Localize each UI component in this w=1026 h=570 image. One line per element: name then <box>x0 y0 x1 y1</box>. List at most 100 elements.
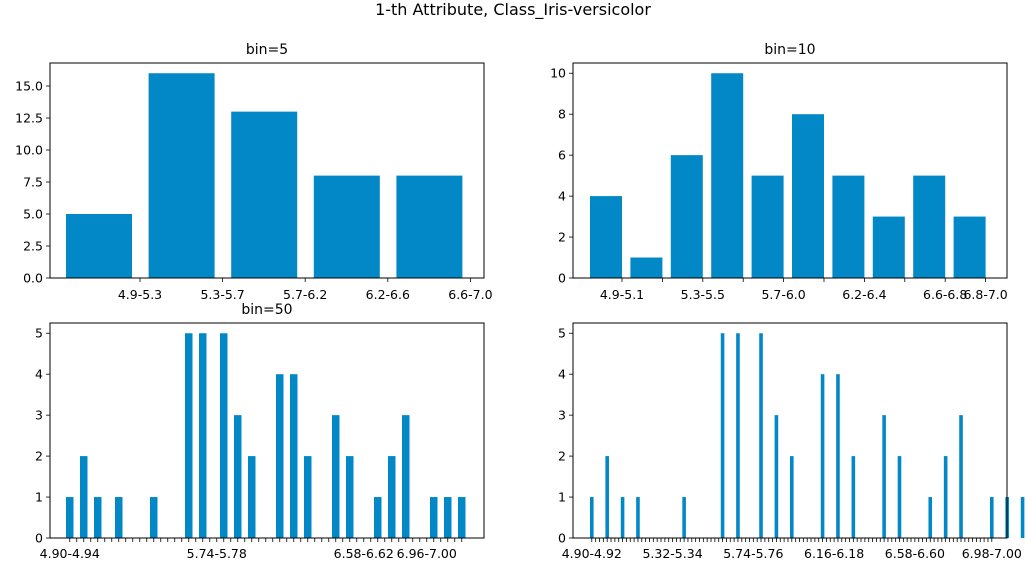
x-tick-label: 4.90-4.92 <box>562 546 622 561</box>
bar <box>332 415 340 538</box>
bar <box>276 374 284 538</box>
y-tick-label: 2.5 <box>23 239 43 254</box>
bar <box>346 456 354 538</box>
x-tick-label: 5.7-6.0 <box>761 287 805 302</box>
bar <box>990 497 994 538</box>
y-tick-label: 10 <box>550 66 566 81</box>
y-tick-label: 8 <box>558 107 566 122</box>
bar <box>897 456 902 538</box>
bar <box>590 196 622 278</box>
x-tick-label: 5.7-6.2 <box>283 287 327 302</box>
bar <box>720 333 725 538</box>
bar <box>66 214 132 278</box>
y-tick-label: 0 <box>558 531 566 546</box>
bar <box>790 456 794 538</box>
x-tick-label: 5.74-5.78 <box>187 546 247 561</box>
subplot-title: bin=10 <box>764 42 815 58</box>
bar <box>832 175 865 278</box>
bar <box>820 374 825 538</box>
subplot-2: bin=10 4.9-5.1 5.3-5.5 5.7-6.0 6.2-6.4 6.6-6.… <box>550 42 1008 302</box>
x-tick-label: 6.58-6.60 <box>885 546 945 561</box>
bar <box>402 415 410 538</box>
bar <box>630 257 663 278</box>
x-tick-label: 6.6-7.0 <box>448 287 492 302</box>
axes-frame <box>49 322 485 539</box>
y-tick-label: 0 <box>35 531 43 546</box>
y-tick-label: 4 <box>558 367 566 382</box>
bar <box>636 497 640 538</box>
x-tick-label: 6.6-6.8 <box>923 287 967 302</box>
bar <box>836 374 840 538</box>
x-tick-label: 4.9-5.1 <box>600 287 644 302</box>
subplot-title: bin=5 <box>246 42 288 58</box>
y-tick-label: 2 <box>35 449 43 464</box>
x-tick-label: 6.8-7.0 <box>963 287 1007 302</box>
bar <box>872 216 905 278</box>
subplot-3: bin=50 4.90-4.94 5.74-5.78 6.58-6.62 6.96-7.… <box>35 302 485 561</box>
x-tick-label: 6.2-6.4 <box>842 287 886 302</box>
bar <box>313 175 380 278</box>
bar <box>248 456 256 538</box>
bar <box>943 456 948 538</box>
y-tick-label: 5 <box>35 326 43 341</box>
bar <box>774 415 779 538</box>
y-tick-label: 12.5 <box>15 111 43 126</box>
bar <box>185 333 193 538</box>
bar <box>759 333 763 538</box>
x-tick-label: 6.2-6.6 <box>366 287 410 302</box>
bar <box>115 497 123 538</box>
bar <box>711 73 744 278</box>
bar <box>682 497 686 538</box>
x-tick-label: 4.90-4.94 <box>40 546 100 561</box>
figure-suptitle: 1-th Attribute, Class_Iris-versicolor <box>375 0 651 20</box>
bar <box>374 497 382 538</box>
bar <box>231 111 298 278</box>
y-tick-label: 1 <box>558 490 566 505</box>
x-tick-label: 6.58-6.62 <box>334 546 394 561</box>
bar <box>882 415 886 538</box>
x-tick-label: 6.96-7.00 <box>397 546 457 561</box>
bar <box>388 456 396 538</box>
x-tick-label: 5.74-5.76 <box>723 546 783 561</box>
y-tick-label: 4 <box>35 367 43 382</box>
bar <box>1020 497 1025 538</box>
bar <box>150 497 158 538</box>
y-tick-label: 4 <box>558 189 566 204</box>
subplot-title: bin=50 <box>241 302 292 318</box>
bar <box>792 114 824 278</box>
bar <box>148 73 215 278</box>
y-tick-label: 1 <box>35 490 43 505</box>
bar <box>66 497 74 538</box>
y-tick-label: 5.0 <box>23 207 43 222</box>
bar <box>913 175 946 278</box>
x-tick-label: 5.32-5.34 <box>642 546 702 561</box>
bar <box>959 415 963 538</box>
y-tick-label: 7.5 <box>23 175 43 190</box>
bar <box>220 333 228 538</box>
y-tick-label: 6 <box>558 148 566 163</box>
bar <box>670 155 703 278</box>
bar <box>430 497 438 538</box>
bar <box>928 497 933 538</box>
y-tick-label: 2 <box>558 449 566 464</box>
subplot-4: 4.90-4.92 5.32-5.34 5.74-5.76 6.16-6.18 6.58… <box>558 322 1025 561</box>
y-tick-label: 15.0 <box>15 79 43 94</box>
bar <box>851 456 856 538</box>
y-tick-label: 0 <box>558 271 566 286</box>
x-tick-label: 6.98-7.00 <box>962 546 1022 561</box>
bar <box>605 456 609 538</box>
bar <box>80 456 88 538</box>
bar <box>458 497 466 538</box>
bar <box>199 333 207 538</box>
bar <box>590 497 594 538</box>
bar <box>396 175 463 278</box>
axes-frame <box>572 322 1008 539</box>
y-tick-label: 0.0 <box>23 271 43 286</box>
y-tick-label: 3 <box>35 408 43 423</box>
x-tick-label: 6.16-6.18 <box>804 546 864 561</box>
x-tick-label: 5.3-5.7 <box>200 287 244 302</box>
subplot-1: bin=5 4.9-5.3 5.3-5.7 5.7-6.2 6.2-6.6 6.6-7.0… <box>15 42 492 302</box>
bar <box>94 497 102 538</box>
bar <box>444 497 452 538</box>
axes-frame <box>49 62 485 279</box>
